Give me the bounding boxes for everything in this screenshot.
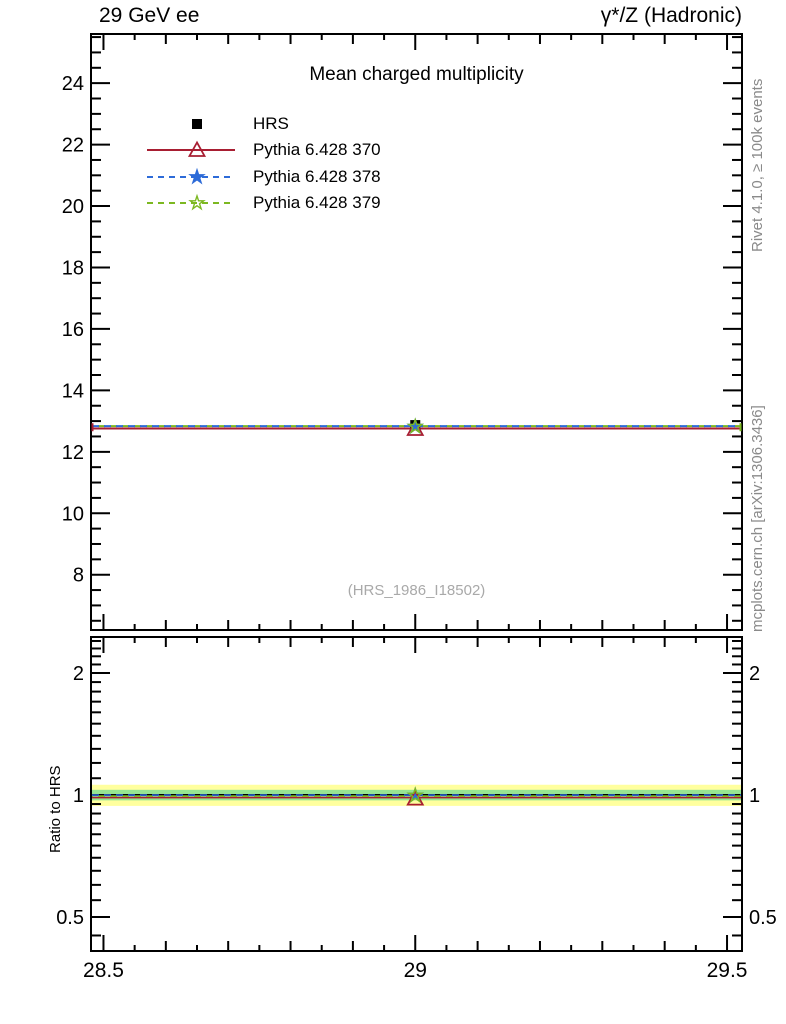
main-y-axis-ticks xyxy=(92,36,741,622)
x-tick-label: 28.5 xyxy=(83,959,124,982)
main-frame xyxy=(90,33,743,631)
plot-title: Mean charged multiplicity xyxy=(309,64,524,85)
legend-swatch xyxy=(192,119,202,129)
x-axis-ticks xyxy=(102,35,729,950)
legend-marker-filled-star-icon xyxy=(147,167,235,185)
x-tick-label: 29.5 xyxy=(707,959,748,982)
legend-swatch xyxy=(147,140,235,157)
main-y-tick-label: 10 xyxy=(62,503,84,525)
ratio-y-tick-label-left: 2 xyxy=(73,663,84,685)
main-y-tick-label: 8 xyxy=(73,565,84,587)
triangle-marker-icon xyxy=(187,140,207,157)
ratio-y-tick-label-right: 0.5 xyxy=(749,907,777,929)
ratio-y-tick-label-right: 1 xyxy=(749,785,760,807)
analysis-id-watermark: (HRS_1986_I18502) xyxy=(347,582,486,599)
legend-label: HRS xyxy=(253,114,289,133)
legend-swatch xyxy=(147,167,235,185)
star-marker-icon xyxy=(188,167,206,185)
triangle-marker-icon xyxy=(406,419,425,436)
legend-item-pythia-378: Pythia 6.428 378 xyxy=(145,164,381,190)
ratio-y-tick-label-right: 2 xyxy=(749,663,760,685)
legend-label: Pythia 6.428 379 xyxy=(253,193,381,212)
star-marker-icon xyxy=(406,417,425,435)
x-tick-label: 29 xyxy=(404,959,427,982)
main-y-tick-label: 16 xyxy=(62,319,84,341)
rivet-version-note: Rivet 4.1.0, ≥ 100k events xyxy=(749,78,766,252)
ratio-data-markers xyxy=(406,786,425,806)
legend-item-pythia-370: Pythia 6.428 370 xyxy=(145,137,381,163)
main-y-tick-label: 20 xyxy=(62,196,84,218)
ratio-frame xyxy=(90,636,743,952)
legend-marker-filled-square-icon xyxy=(192,119,202,129)
legend-marker-open-triangle-icon xyxy=(147,140,235,157)
star-marker-icon xyxy=(188,193,206,211)
main-y-tick-label: 12 xyxy=(62,442,84,464)
main-data-markers xyxy=(406,417,425,436)
main-y-tick-label: 14 xyxy=(62,380,84,402)
legend-label: Pythia 6.428 378 xyxy=(253,167,381,186)
ratio-y-tick-label-left: 0.5 xyxy=(56,907,84,929)
mcplots-reference-note: mcplots.cern.ch [arXiv:1306.3436] xyxy=(749,405,766,632)
legend-item-pythia-379: Pythia 6.428 379 xyxy=(145,190,381,216)
process-label: γ*/Z (Hadronic) xyxy=(600,4,742,27)
main-y-tick-label: 18 xyxy=(62,257,84,279)
legend-label: Pythia 6.428 370 xyxy=(253,140,381,159)
main-y-tick-label: 22 xyxy=(62,135,84,157)
square-marker-icon xyxy=(192,119,202,129)
main-y-tick-label: 24 xyxy=(62,73,84,95)
legend-item-hrs: HRS xyxy=(145,111,289,137)
star-marker-icon xyxy=(406,786,425,804)
ratio-y-tick-label-left: 1 xyxy=(73,785,84,807)
ratio-axis-label: Ratio to HRS xyxy=(47,765,64,853)
beam-energy-label: 29 GeV ee xyxy=(99,4,200,27)
legend-swatch xyxy=(147,193,235,211)
legend-marker-open-star-icon xyxy=(147,193,235,211)
